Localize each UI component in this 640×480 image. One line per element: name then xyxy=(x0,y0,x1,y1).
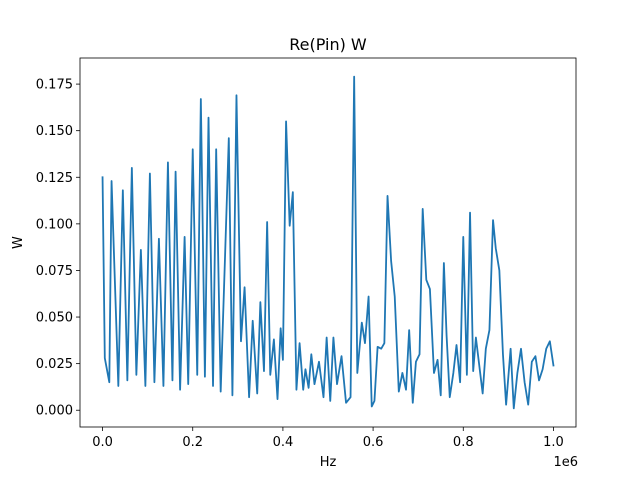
series-line xyxy=(101,75,555,410)
y-tick-label: 0.125 xyxy=(36,171,73,186)
x-tick-label: 0.4 xyxy=(273,435,294,450)
y-tick-label: 0.050 xyxy=(36,311,73,326)
y-tick-label: 0.000 xyxy=(36,404,73,419)
y-tick-label: 0.100 xyxy=(36,217,73,232)
x-axis-ticks: 0.0 0.2 0.4 0.6 0.8 1.0 xyxy=(92,427,564,450)
y-tick-label: 0.075 xyxy=(36,264,73,279)
chart-title: Re(Pin) W xyxy=(289,35,367,54)
y-tick-label: 0.175 xyxy=(36,78,73,93)
x-tick-label: 0.2 xyxy=(182,435,203,450)
x-tick-label: 1.0 xyxy=(543,435,564,450)
y-axis-label: W xyxy=(11,236,26,249)
x-tick-label: 0.0 xyxy=(92,435,113,450)
y-axis-ticks: 0.000 0.025 0.050 0.075 0.100 0.125 0.150 0.175 xyxy=(36,78,80,419)
x-tick-label: 0.8 xyxy=(453,435,474,450)
x-axis-scale-label: 1e6 xyxy=(553,455,578,470)
series-layer xyxy=(101,75,555,410)
x-tick-label: 0.6 xyxy=(363,435,384,450)
y-tick-label: 0.150 xyxy=(36,124,73,139)
x-axis-label: Hz xyxy=(320,455,337,470)
plot-frame xyxy=(79,57,577,428)
y-tick-label: 0.025 xyxy=(36,357,73,372)
